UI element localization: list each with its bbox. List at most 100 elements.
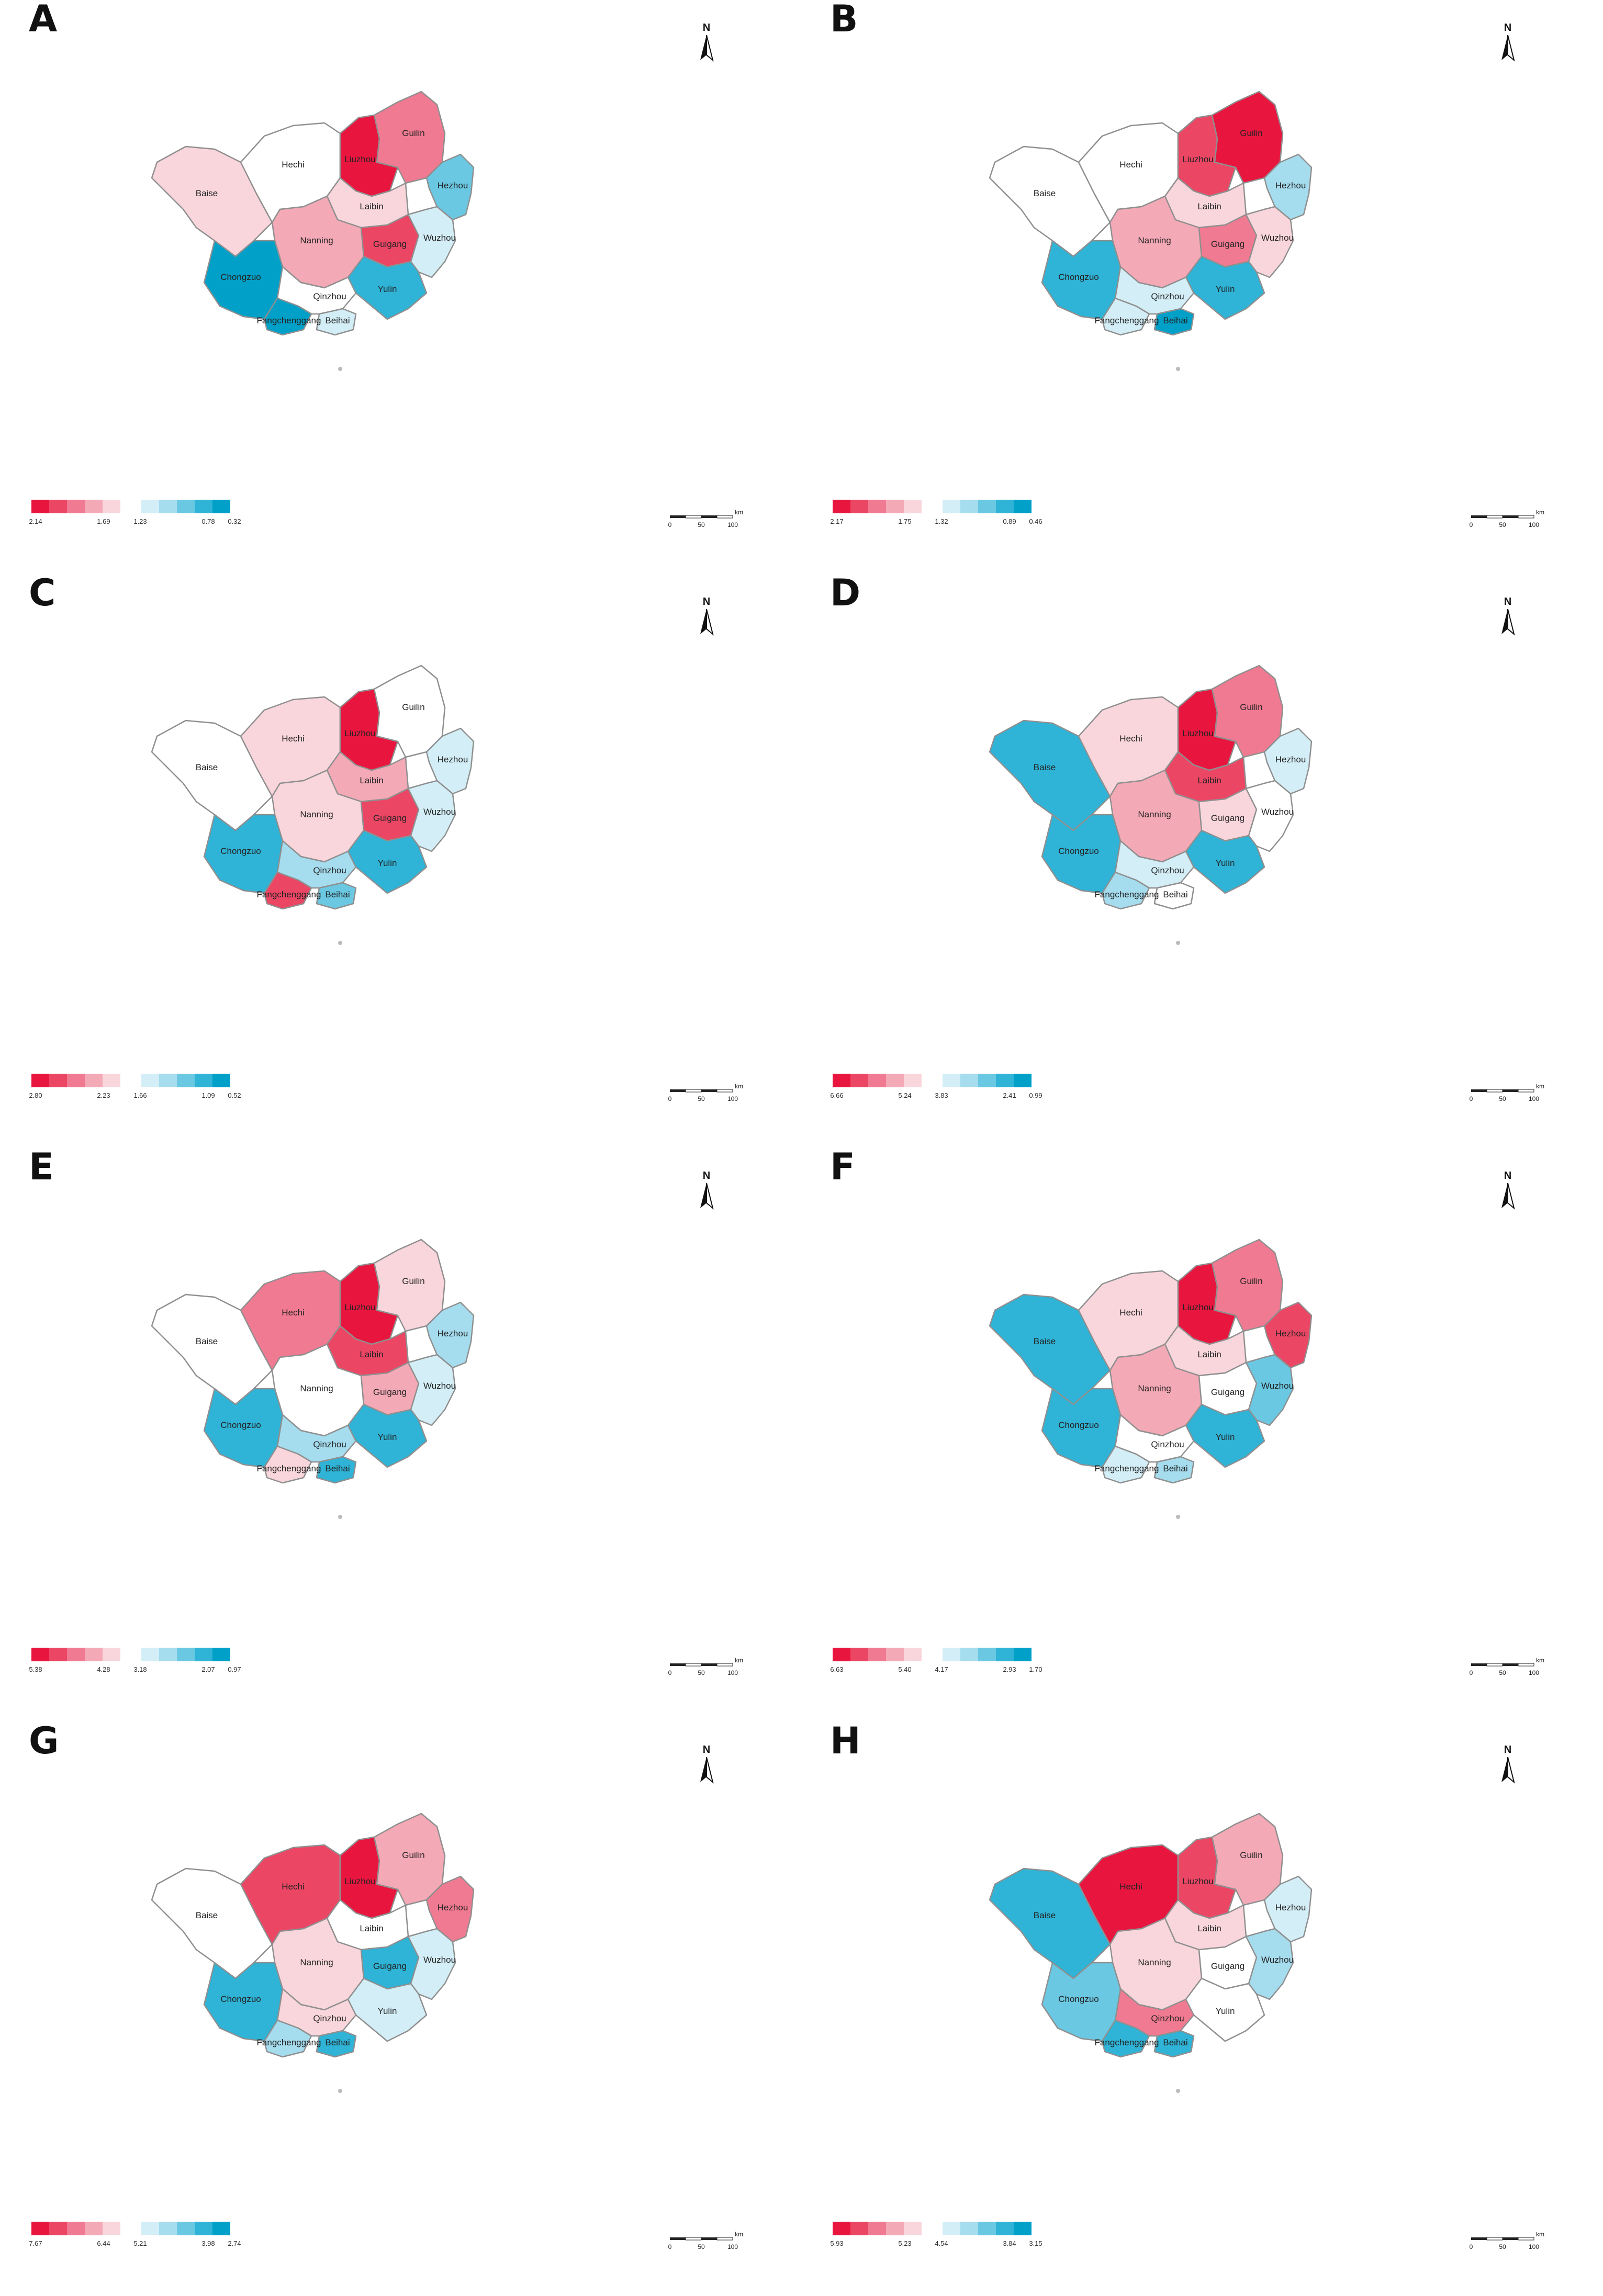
region-label: Wuzhou [423,1955,456,1965]
region-yulin [347,1403,428,1468]
region-label: Hezhou [1275,1329,1306,1338]
legend-tick-label: 5.23 [898,2239,911,2247]
region-fangchenggang [1101,1445,1150,1484]
choropleth-map: H N Hechi Liuzhou Guilin Hezhou Baise Laibin Nan… [830,1722,1544,2250]
region-label: Liuzhou [1182,728,1214,738]
scale-unit-label: km [1536,509,1544,516]
legend: 2.14 1.69 1.23 0.78 0.32 [29,500,241,525]
legend-swatch [996,500,1014,513]
legend-swatch [141,1074,159,1087]
scale-tick-label: 100 [727,2243,738,2250]
region-label: Chongzuo [1058,1994,1099,2004]
legend-swatch [49,2222,67,2235]
region-label: Yulin [378,858,397,868]
svg-text:N: N [703,22,710,33]
region-label: Fangchenggang [257,1464,321,1473]
legend-swatch [943,1074,960,1087]
region-beihai [316,2030,357,2058]
scale-tick-label: 100 [1529,521,1539,528]
svg-text:N: N [1504,1170,1511,1181]
scale-tick-label: 50 [698,521,705,528]
panel-label: H [830,1722,861,1762]
legend-swatch [67,1074,85,1087]
region-label: Guilin [1240,1276,1262,1286]
region-label: Hechi [282,1882,304,1892]
choropleth-map: G N Hechi Liuzhou Guilin Hezhou Baise Laibin Nan… [29,1722,743,2250]
region-label: Chongzuo [220,272,261,282]
legend-swatch [31,1074,49,1087]
region-label: Beihai [1163,316,1187,325]
map-panel-g: G N Hechi Liuzhou Guilin Hezhou Baise Laibin Nan… [0,1722,801,2296]
legend-swatch [67,500,85,513]
legend-swatch [850,1648,868,1661]
region-label: Laibin [360,1923,383,1933]
legend-tick-label: 2.23 [97,1091,110,1099]
legend-swatch [159,1074,177,1087]
guangxi-region-map: Hechi Liuzhou Guilin Hezhou Baise Laibin Nanni… [989,665,1313,945]
region-label: Qinzhou [1151,1439,1184,1449]
scale-tick-label: 100 [1529,1095,1539,1102]
region-label: Guigang [373,1387,407,1397]
region-label: Guigang [373,239,407,249]
region-label: Hezhou [1275,1903,1306,1912]
region-fangchenggang [1101,297,1150,336]
region-wuzhou [407,206,456,278]
legend-swatch [31,500,49,513]
region-beihai [1153,308,1195,336]
scale-tick-label: 50 [698,1095,705,1102]
region-label: Beihai [325,1464,350,1473]
legend-tick-label: 0.97 [228,1665,241,1673]
scale-tick-label: 100 [1529,2243,1539,2250]
region-beihai [1153,2030,1195,2058]
legend-swatch [833,500,850,513]
north-arrow-icon: N [700,1744,714,1784]
north-arrow-icon: N [700,1170,714,1210]
region-label: Wuzhou [1261,1955,1294,1965]
region-label: Laibin [360,775,383,785]
panel-label: G [29,1722,59,1762]
region-label: Baise [1034,762,1056,772]
legend-swatch [904,1074,922,1087]
scale-tick-label: 0 [668,521,672,528]
scale-unit-label: km [735,2231,743,2238]
legend-tick-label: 3.83 [935,1091,948,1099]
region-label: Hezhou [438,1903,468,1912]
region-label: Chongzuo [220,846,261,856]
legend-swatch [212,1648,230,1661]
region-beihai [1153,1456,1195,1484]
legend-swatch [1014,1648,1032,1661]
legend-swatch [103,1074,120,1087]
scale-unit-label: km [735,509,743,516]
region-label: Hechi [1119,1882,1142,1892]
region-label: Liuzhou [344,1876,376,1886]
legend-swatch [886,500,904,513]
region-label: Nanning [1138,1957,1171,1967]
region-label: Laibin [1197,1349,1221,1359]
region-label: Liuzhou [344,154,376,164]
choropleth-map: B N Hechi Liuzhou Guilin Hezhou Baise Laibin Nan… [830,0,1544,528]
region-hezhou [1263,1301,1313,1369]
legend-swatch [85,1648,103,1661]
north-arrow-icon: N [1501,596,1515,636]
region-label: Liuzhou [1182,154,1214,164]
region-label: Hechi [282,734,304,744]
region-label: Hechi [282,1308,304,1318]
region-label: Nanning [1138,1383,1171,1393]
legend-swatch [85,1074,103,1087]
legend-swatch [31,1648,49,1661]
region-beihai [316,1456,357,1484]
scale-tick-label: 100 [727,521,738,528]
legend-swatch [85,500,103,513]
region-label: Wuzhou [1261,233,1294,243]
region-label: Beihai [325,316,350,325]
scale-tick-label: 100 [727,1095,738,1102]
guangxi-region-map: Hechi Liuzhou Guilin Hezhou Baise Laibin Nanni… [151,91,475,371]
region-hezhou [425,1875,475,1943]
region-label: Beihai [1163,890,1187,899]
legend-swatch [1014,2222,1032,2235]
legend-tick-label: 2.74 [228,2239,241,2247]
region-label: Fangchenggang [1095,1464,1159,1473]
legend-swatch [978,1074,996,1087]
map-panel-d: D N Hechi Liuzhou Guilin Hezhou Baise Laibin Nan… [801,574,1602,1148]
region-hezhou [1263,727,1313,795]
